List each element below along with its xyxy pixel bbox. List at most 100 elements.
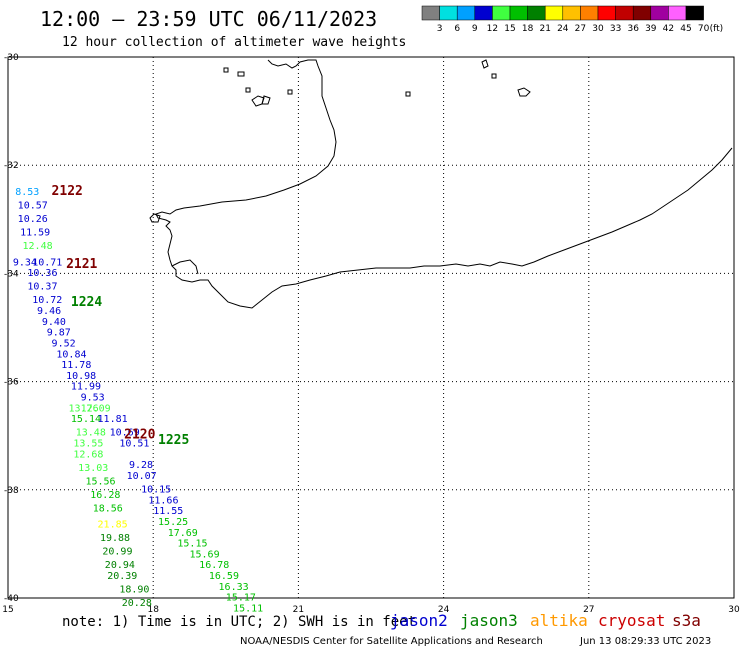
color-scale-label: 9 <box>472 24 478 34</box>
false-bay-coast <box>171 259 199 275</box>
island <box>287 89 293 95</box>
swh-observation: 11.55 <box>153 506 183 517</box>
island <box>517 87 531 97</box>
swh-observation: 9.40 <box>42 317 66 328</box>
lat-tick-label: -30 <box>4 53 19 63</box>
lat-tick-label: -36 <box>4 378 19 388</box>
swh-observation: 15.69 <box>190 549 220 560</box>
color-scale-swatch <box>492 5 511 21</box>
swh-observation: 16.59 <box>209 571 239 582</box>
pass-time-label: 2120 <box>124 427 155 442</box>
color-scale-swatch <box>597 5 616 21</box>
color-scale-swatch <box>421 5 440 21</box>
color-scale-swatch <box>685 5 704 21</box>
color-scale-label: 12 <box>487 24 498 34</box>
island <box>149 213 161 223</box>
swh-observation: 19.88 <box>100 533 130 544</box>
swh-observation: 18.56 <box>93 503 123 514</box>
color-scale-label: 6 <box>454 24 460 34</box>
color-scale-label: 24 <box>557 24 569 34</box>
swh-observation: 12.09 <box>81 403 111 414</box>
color-scale-label: 30 <box>592 24 604 34</box>
pass-labels: 2122 2121 1224 2120 1225 <box>52 184 190 448</box>
swh-observation: 15.25 <box>158 517 188 528</box>
color-scale-swatch <box>615 5 634 21</box>
pass-time-label: 1225 <box>158 433 189 448</box>
color-scale-label: 33 <box>610 24 621 34</box>
color-scale-legend: 3 6 9 12 15 18 21 24 27 30 33 36 39 42 45 70 (ft) <box>421 5 724 34</box>
swh-observation: 10.69 <box>110 428 140 439</box>
color-scale-label: 21 <box>539 24 550 34</box>
credit-text: NOAA/NESDIS Center for Satellite Applica… <box>240 636 543 647</box>
coastline <box>149 59 733 309</box>
color-scale-unit: (ft) <box>710 24 724 34</box>
pass-time-label: 2121 <box>66 257 97 272</box>
swh-observation: 16.33 <box>219 582 249 593</box>
swh-observation: 9.34 <box>13 257 37 268</box>
color-scale-swatch <box>509 5 528 21</box>
lat-tick-label: -34 <box>4 269 19 279</box>
swh-observation: 10.15 <box>141 485 171 496</box>
swh-observation: 9.53 <box>81 393 105 404</box>
color-scale-swatch <box>580 5 599 21</box>
swh-observation: 20.94 <box>105 560 135 571</box>
color-scale-swatch <box>474 5 493 21</box>
island <box>405 91 411 97</box>
swh-observation: 13.55 <box>73 439 103 450</box>
swh-observation: 10.51 <box>119 439 149 450</box>
swh-observation: 12.68 <box>73 449 103 460</box>
swh-observation: 15.14 <box>71 414 101 425</box>
color-scale-label: 27 <box>575 24 586 34</box>
swh-observation: 20.99 <box>102 547 132 558</box>
swh-observation: 17.69 <box>168 528 198 539</box>
swh-observation: 20.39 <box>107 571 137 582</box>
swh-observation: 11.59 <box>20 228 50 239</box>
swh-observation: 16.28 <box>90 490 120 501</box>
lat-tick-label: -38 <box>4 486 19 496</box>
color-scale-label: 42 <box>663 24 674 34</box>
swh-observation: 10.36 <box>27 268 57 279</box>
lon-tick-label: 21 <box>293 605 304 615</box>
swh-observation: 13.03 <box>78 463 108 474</box>
graticule: 15 18 21 24 27 30 -30 -32 -34 -36 -38 -40 <box>2 53 740 615</box>
color-scale-swatch <box>439 5 458 21</box>
pass-time-label: 2122 <box>52 184 83 199</box>
color-scale-swatch <box>527 5 546 21</box>
lon-tick-label: 30 <box>728 605 740 615</box>
lat-tick-label: -40 <box>4 594 19 604</box>
swh-observation: 11.78 <box>61 360 91 371</box>
island <box>245 87 251 93</box>
swh-observation: 10.72 <box>32 295 62 306</box>
map-subtitle: 12 hour collection of altimeter wave hei… <box>62 35 406 50</box>
map-title: 12:00 — 23:59 UTC 06/11/2023 <box>40 7 377 31</box>
swh-observation: 15.15 <box>177 539 207 550</box>
satellite-legend-altika: altika <box>530 611 588 630</box>
swh-observation: 11.81 <box>98 414 128 425</box>
footer-note: note: 1) Time is in UTC; 2) SWH is in fe… <box>62 614 416 630</box>
swh-observation: 10.26 <box>18 214 48 225</box>
swh-observation: 11.99 <box>71 382 101 393</box>
color-scale-label: 18 <box>522 24 534 34</box>
swh-observation: 16.78 <box>199 560 229 571</box>
lat-tick-label: -32 <box>4 161 19 171</box>
swh-observation: 10.84 <box>56 349 86 360</box>
color-scale-swatch <box>562 5 581 21</box>
color-scale-swatch <box>632 5 652 21</box>
color-scale-swatch <box>650 5 669 21</box>
south-africa-coastline <box>155 59 733 309</box>
color-scale-label: 15 <box>504 24 515 34</box>
swh-observation: 9.46 <box>37 306 61 317</box>
swh-observation: 20.28 <box>122 598 152 609</box>
color-scale-label: 70 <box>698 24 710 34</box>
color-scale-label: 45 <box>680 24 691 34</box>
island <box>261 95 271 105</box>
swh-observation: 13.76 <box>69 403 99 414</box>
island <box>481 59 489 69</box>
swh-observation: 13.48 <box>76 428 106 439</box>
swh-observation: 15.17 <box>226 593 256 604</box>
color-scale-label: 39 <box>645 24 657 34</box>
swh-observation: 9.87 <box>47 328 71 339</box>
swh-observation: 9.52 <box>52 338 76 349</box>
